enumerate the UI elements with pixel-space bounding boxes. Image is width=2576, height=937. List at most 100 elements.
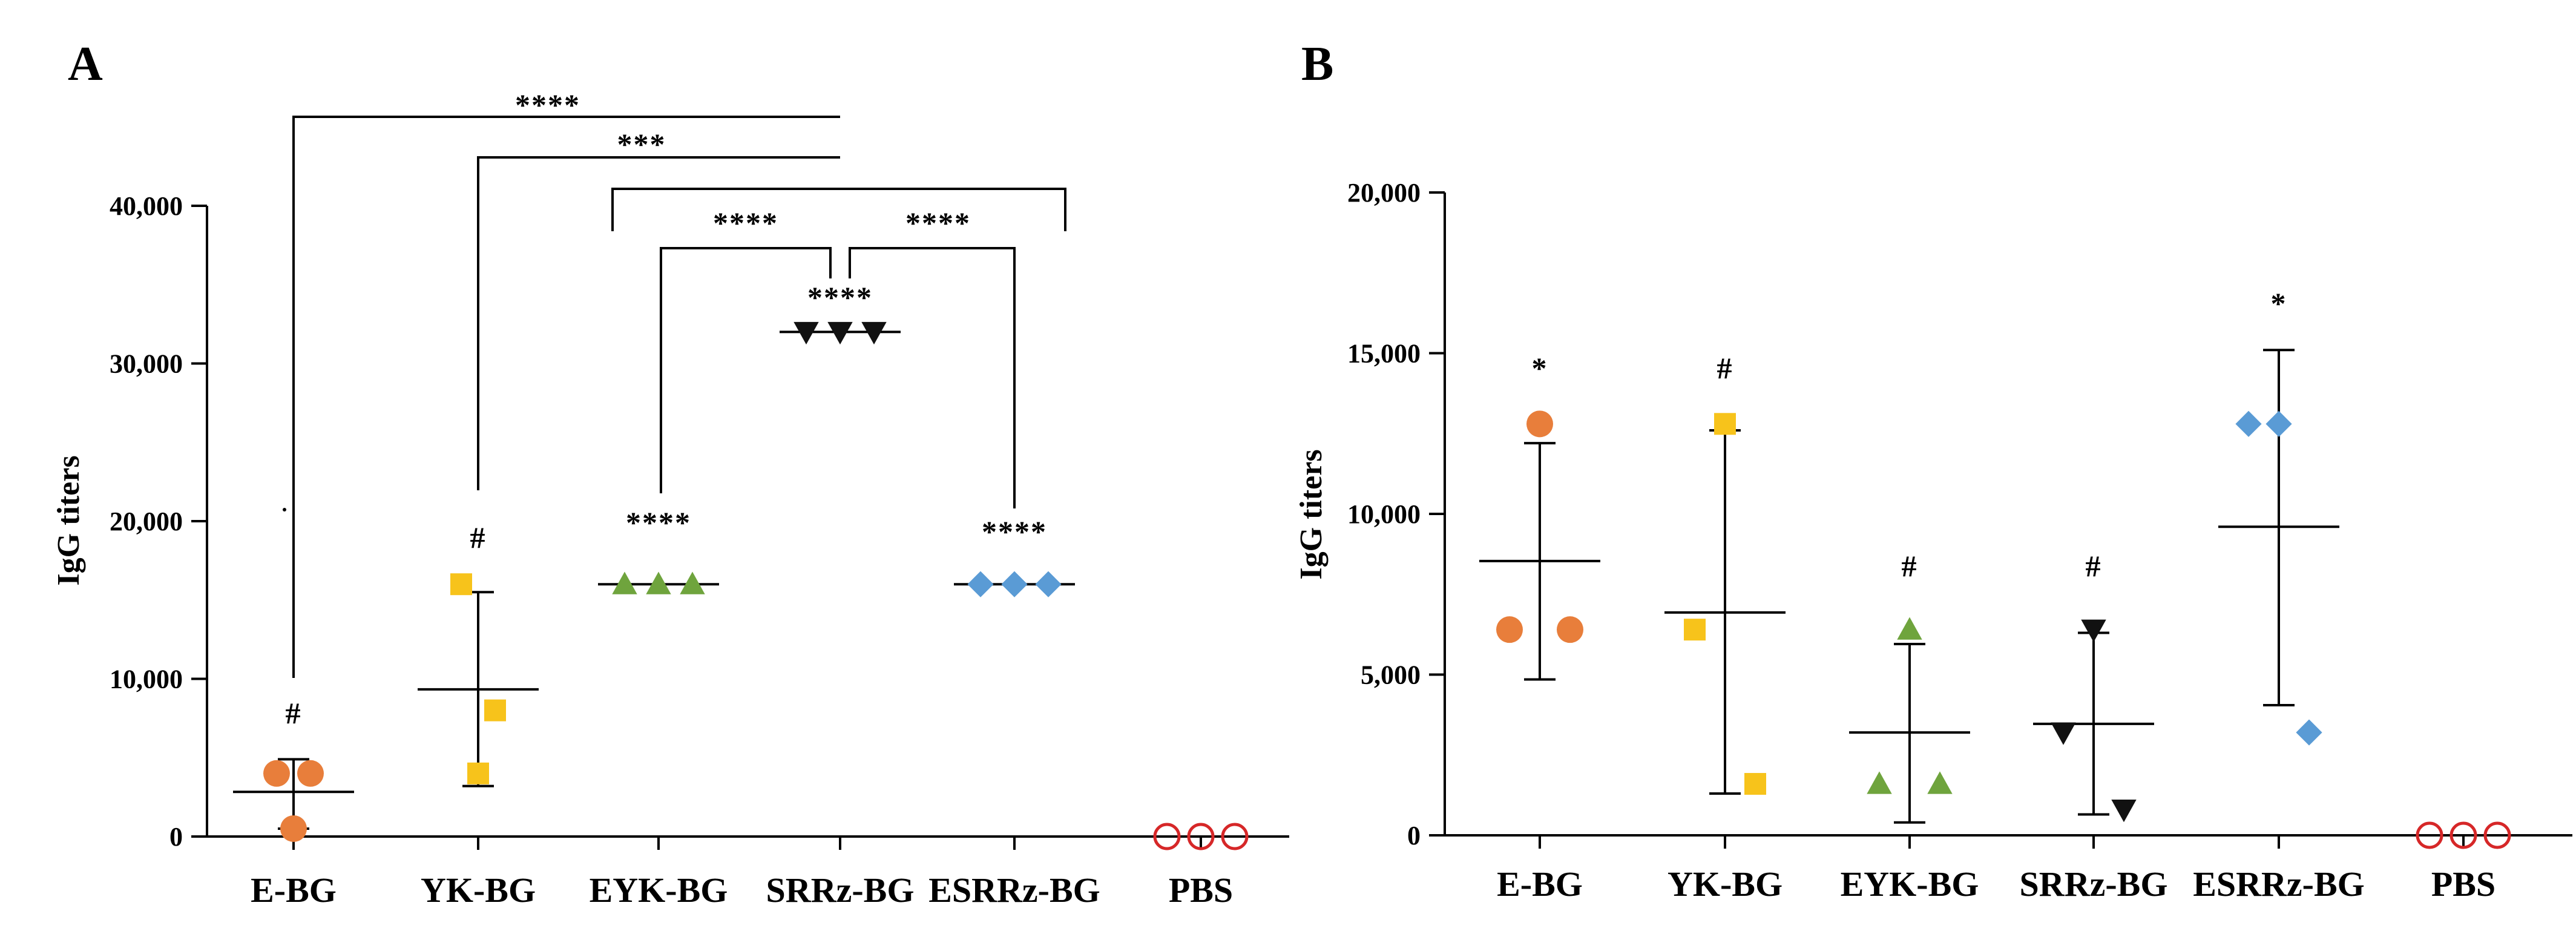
- series-esrrz-bg: *: [2218, 286, 2339, 746]
- data-point: [1526, 410, 1553, 438]
- series-e-bg: *: [1479, 351, 1600, 681]
- data-point: [1035, 571, 1062, 597]
- series-eyk-bg: #: [1849, 549, 1970, 824]
- significance-label: #: [1717, 351, 1733, 385]
- series-eyk-bg: ****: [598, 505, 719, 594]
- comparison-label: ****: [713, 206, 778, 240]
- data-point: [2111, 799, 2137, 823]
- series-pbs: [2403, 821, 2524, 849]
- comparison-bracket: [611, 188, 1066, 231]
- data-point: [861, 321, 887, 345]
- data-point: [794, 321, 819, 345]
- data-point: [2483, 821, 2511, 849]
- significance-label: ****: [626, 505, 691, 539]
- y-axis-title: IgG titers: [51, 455, 86, 585]
- data-point: [1714, 413, 1736, 435]
- data-point: [1867, 771, 1892, 794]
- comparison-bracket: ****: [292, 88, 840, 678]
- comparison-bracket: ***: [477, 127, 840, 490]
- series-pbs: [1140, 823, 1261, 850]
- x-tick-label: ESRRz-BG: [928, 870, 1100, 910]
- data-point: [2235, 410, 2262, 437]
- significance-label: #: [2086, 549, 2102, 583]
- bracket-line: [849, 247, 1016, 508]
- significance-label: *: [2271, 286, 2287, 320]
- significance-label: #: [286, 696, 302, 730]
- x-tick-label: PBS: [1169, 870, 1233, 910]
- y-tick-label: 0: [1407, 821, 1421, 850]
- data-point: [2081, 619, 2106, 642]
- data-point: [1221, 823, 1249, 850]
- x-tick-label: PBS: [2431, 864, 2496, 904]
- data-point: [827, 321, 853, 345]
- y-tick-label: 20,000: [110, 507, 183, 536]
- data-point: [2266, 410, 2292, 437]
- y-tick-label: 15,000: [1347, 339, 1421, 369]
- series-esrrz-bg: ****: [954, 515, 1075, 597]
- x-tick-label: YK-BG: [1668, 864, 1782, 904]
- data-point: [1001, 571, 1028, 597]
- panel-a: A 0 10,000 20,000 30,000 40,000 IgG titers E-BG…: [51, 38, 1289, 910]
- data-point: [297, 760, 324, 787]
- y-tick-label: 40,000: [110, 191, 183, 221]
- data-point: [2450, 821, 2477, 849]
- y-tick-label: 20,000: [1347, 178, 1421, 208]
- data-point: [612, 571, 637, 594]
- bracket-line: [611, 188, 1066, 231]
- data-point: [1927, 771, 1953, 794]
- series-yk-bg: #: [418, 521, 539, 787]
- data-point: [2296, 719, 2322, 746]
- x-tick-label: E-BG: [1497, 864, 1583, 904]
- x-tick-label: SRRz-BG: [766, 870, 915, 910]
- x-tick-label: EYK-BG: [590, 870, 728, 910]
- data-point: [1496, 616, 1523, 643]
- panel-letter: A: [68, 38, 103, 91]
- comparison-label: ***: [617, 127, 666, 161]
- data-point: [1684, 619, 1706, 641]
- significance-label: *: [1532, 351, 1548, 385]
- y-axis-title: IgG titers: [1294, 449, 1329, 579]
- y-tick-label: 10,000: [1347, 499, 1421, 529]
- stray-dot: [283, 508, 286, 511]
- x-tick-label: EYK-BG: [1841, 864, 1979, 904]
- panel-b: B 0 5,000 10,000 15,000 20,000 IgG titers E-BG Y…: [1294, 38, 2572, 904]
- comparison-bracket: ****: [849, 206, 1016, 508]
- data-point: [1153, 823, 1181, 850]
- x-tick-label: SRRz-BG: [2020, 864, 2168, 904]
- data-point: [450, 573, 472, 596]
- data-point: [467, 762, 489, 784]
- data-point: [1557, 616, 1583, 643]
- data-point: [263, 760, 290, 787]
- significance-label: #: [1902, 549, 1918, 583]
- data-point: [967, 571, 994, 597]
- data-point: [1187, 823, 1215, 850]
- panel-letter: B: [1301, 38, 1333, 91]
- data-point: [680, 571, 705, 594]
- significance-label: ****: [982, 515, 1047, 548]
- comparison-bracket: ****: [660, 206, 832, 493]
- y-tick-label: 30,000: [110, 349, 183, 379]
- bracket-line: [292, 116, 840, 678]
- y-tick-label: 10,000: [110, 665, 183, 694]
- x-tick-label: ESRRz-BG: [2193, 864, 2365, 904]
- series-srrz-bg: ****: [780, 280, 901, 345]
- bracket-line: [477, 156, 840, 490]
- data-point: [2416, 821, 2443, 849]
- bracket-line: [660, 247, 832, 493]
- data-point: [484, 699, 506, 722]
- x-tick-label: E-BG: [251, 870, 337, 910]
- data-point: [280, 815, 307, 842]
- significance-label: #: [470, 521, 487, 554]
- data-point: [1897, 617, 1922, 640]
- data-point: [646, 571, 671, 594]
- comparison-label: ****: [515, 88, 580, 122]
- significance-label: ****: [807, 280, 873, 314]
- comparison-label: ****: [905, 206, 971, 240]
- data-point: [2051, 722, 2076, 745]
- series-srrz-bg: #: [2033, 549, 2154, 823]
- data-point: [1744, 773, 1766, 795]
- y-tick-label: 5,000: [1361, 660, 1421, 690]
- series-e-bg: #: [233, 696, 354, 842]
- y-tick-label: 0: [169, 822, 183, 852]
